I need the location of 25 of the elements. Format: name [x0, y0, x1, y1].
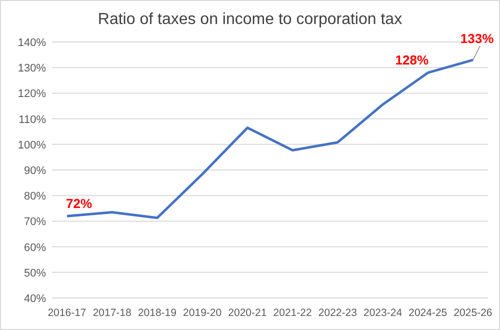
chart-title: Ratio of taxes on income to corporation tax — [98, 11, 402, 28]
y-tick-label: 70% — [24, 216, 46, 228]
y-tick-label: 120% — [18, 88, 46, 100]
x-tick-label: 2016-17 — [48, 307, 86, 319]
y-tick-label: 100% — [18, 139, 46, 152]
y-tick-label: 130% — [18, 62, 46, 75]
x-tick-label: 2017-18 — [92, 307, 132, 319]
data-label: 128% — [395, 52, 429, 68]
data-label: 133% — [460, 30, 494, 46]
y-tick-label: 140% — [18, 37, 46, 49]
y-tick-label: 90% — [24, 165, 46, 177]
x-tick-label: 2021-22 — [273, 307, 312, 319]
x-tick-label: 2022-23 — [318, 307, 358, 319]
y-tick-label: 60% — [24, 242, 46, 254]
data-label: 72% — [66, 196, 92, 212]
y-tick-label: 50% — [24, 267, 46, 280]
y-tick-label: 40% — [24, 293, 46, 305]
x-tick-label: 2018-19 — [138, 307, 177, 319]
x-tick-label: 2025-26 — [454, 307, 492, 319]
x-tick-label: 2023-24 — [364, 307, 402, 319]
y-tick-label: 80% — [24, 190, 46, 203]
y-tick-label: 110% — [18, 114, 46, 126]
x-tick-label: 2019-20 — [183, 307, 222, 319]
x-tick-label: 2020-21 — [228, 307, 267, 319]
x-tick-label: 2024-25 — [408, 307, 448, 319]
